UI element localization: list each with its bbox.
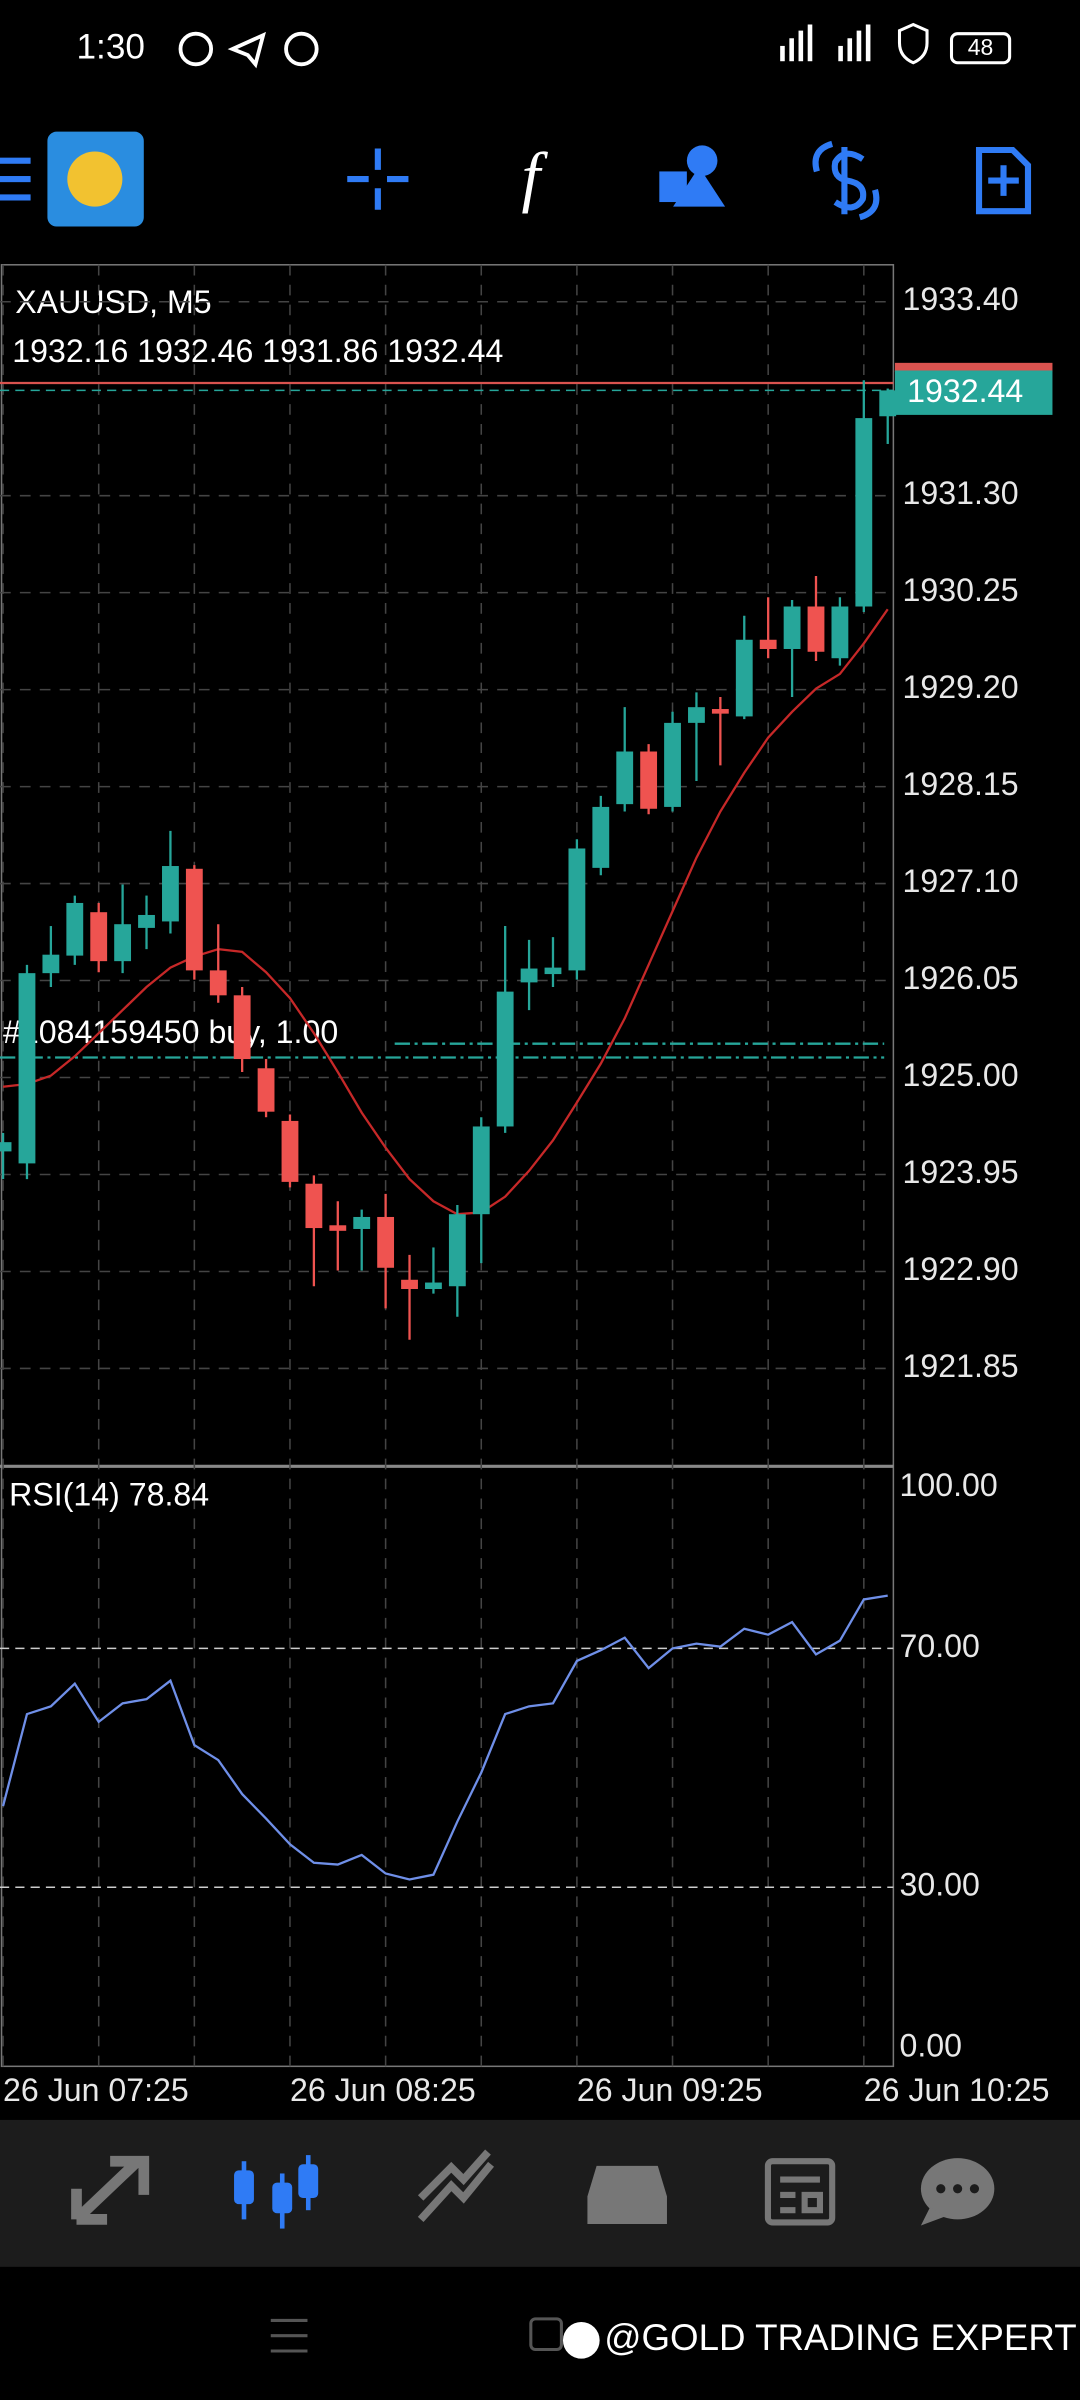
candle-body xyxy=(855,418,873,607)
candle-body xyxy=(520,968,538,983)
system-menu-button[interactable] xyxy=(270,2318,308,2353)
battery-icon xyxy=(949,32,1012,65)
candle-body xyxy=(640,751,658,809)
y-tick-label: 1929.20 xyxy=(903,669,1019,705)
signal-icons xyxy=(780,22,929,65)
candle-body xyxy=(233,995,251,1060)
candle-body xyxy=(568,848,586,971)
watermark-icon-letter: f xyxy=(575,2326,584,2356)
x-tick-label: 26 Jun 10:25 xyxy=(864,2072,1050,2108)
trade-tab[interactable] xyxy=(417,2149,495,2222)
candle-body xyxy=(688,707,705,723)
chat-tab[interactable] xyxy=(920,2158,995,2226)
y-tick-label: 1927.10 xyxy=(903,863,1019,899)
y-tick-label: 1922.90 xyxy=(903,1251,1019,1287)
candle-body xyxy=(448,1214,466,1287)
candle-body xyxy=(162,866,179,922)
candle-body xyxy=(42,954,60,974)
ohlc-label: 1932.16 1932.46 1931.86 1932.44 xyxy=(12,333,503,369)
rsi-line xyxy=(1,1594,888,1881)
candle-body xyxy=(544,967,562,975)
candle-body xyxy=(759,639,777,649)
candle-body xyxy=(0,1142,12,1152)
y-tick-label: 1925.00 xyxy=(903,1057,1019,1093)
clock: 1:30 xyxy=(76,27,144,66)
candle-body xyxy=(807,606,825,652)
candle-body xyxy=(664,722,681,807)
notification-icons xyxy=(178,31,319,69)
candle-body xyxy=(616,751,634,805)
rsi-title: RSI(14) 78.84 xyxy=(9,1476,209,1512)
watermark: @GOLD TRADING EXPERT xyxy=(604,2317,1076,2358)
objects-button[interactable] xyxy=(659,145,726,207)
candle-body xyxy=(879,390,897,417)
candle-body xyxy=(831,606,849,659)
candle-body xyxy=(711,709,729,714)
y-tick-label: 1923.95 xyxy=(903,1154,1019,1190)
candle-body xyxy=(592,806,610,868)
chart-tab[interactable] xyxy=(234,2155,319,2229)
history-tab[interactable] xyxy=(587,2165,667,2224)
news-tab[interactable] xyxy=(764,2158,836,2226)
ask-tag xyxy=(894,362,1053,373)
battery-level: 48 xyxy=(968,34,994,60)
y-tick-label: 70.00 xyxy=(899,1628,979,1664)
price-tag-label: 1932.44 xyxy=(907,373,1023,409)
x-tick-label: 26 Jun 08:25 xyxy=(290,2072,476,2108)
y-tick-label: 0.00 xyxy=(899,2027,962,2063)
candle-body xyxy=(377,1216,395,1268)
crosshair-button[interactable] xyxy=(347,148,409,210)
candle-body xyxy=(401,1279,418,1290)
x-tick-label: 26 Jun 07:25 xyxy=(3,2072,189,2108)
y-tick-label: 1930.25 xyxy=(903,572,1019,608)
menu-button[interactable] xyxy=(0,157,31,201)
y-tick-label: 1931.30 xyxy=(903,475,1019,511)
candle-body xyxy=(472,1126,490,1215)
watermark-icon xyxy=(562,2321,600,2359)
app-logo-mark xyxy=(67,151,123,207)
candle-body xyxy=(329,1225,347,1231)
candle-body xyxy=(783,606,801,649)
quotes-tab[interactable] xyxy=(71,2155,150,2225)
y-tick-label: 1928.15 xyxy=(903,766,1019,802)
bottom-nav xyxy=(0,2119,1080,2267)
system-home-button[interactable] xyxy=(529,2317,563,2352)
order-label: #1084159450 buy, 1.00 xyxy=(3,1014,338,1050)
candle-body xyxy=(257,1068,275,1112)
candle-body xyxy=(281,1120,299,1182)
y-tick-label: 100.00 xyxy=(899,1467,997,1503)
x-tick-label: 26 Jun 09:25 xyxy=(577,2072,763,2108)
candle-body xyxy=(90,912,108,962)
candle-body xyxy=(114,924,132,962)
y-tick-label: 1921.85 xyxy=(903,1348,1019,1384)
candle-body xyxy=(185,868,203,971)
y-tick-label: 30.00 xyxy=(899,1867,979,1903)
candle-body xyxy=(18,973,36,1164)
new-order-button[interactable] xyxy=(975,146,1032,215)
trade-button[interactable] xyxy=(812,140,880,221)
candle-body xyxy=(496,991,514,1127)
candle-body xyxy=(735,639,753,717)
candle-body xyxy=(209,970,227,996)
candle-body xyxy=(425,1282,442,1290)
candle-body xyxy=(353,1216,371,1229)
candle-body xyxy=(305,1183,323,1229)
price-tag xyxy=(894,370,1053,415)
y-tick-label: 1933.40 xyxy=(903,281,1019,317)
y-tick-label: 1926.05 xyxy=(903,960,1019,996)
candle-body xyxy=(138,914,155,928)
candle-body xyxy=(66,902,84,956)
moving-average xyxy=(2,608,889,1216)
chart-frame xyxy=(0,264,895,2068)
